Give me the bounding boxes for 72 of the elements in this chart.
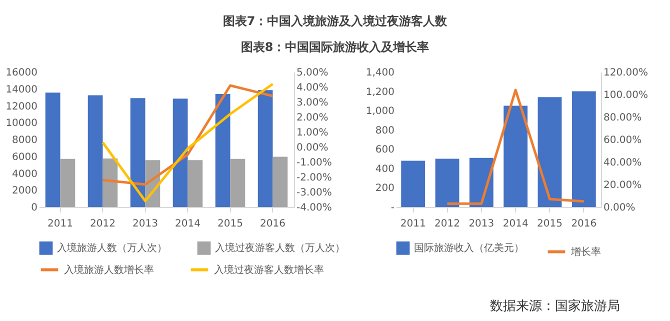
y-tick-label: 2000 — [12, 186, 38, 197]
y2-tick-label: 3.00% — [296, 98, 328, 108]
bar — [60, 158, 76, 207]
legend-label: 入境过夜游客人数（万人次） — [215, 242, 345, 254]
legend-label: 入境旅游人数增长率 — [64, 264, 154, 276]
y2-tick-label: 0.00% — [296, 142, 328, 154]
bar — [258, 90, 273, 207]
x-tick-label: 2012 — [434, 218, 460, 230]
y2-tick-label: 5.00% — [296, 68, 328, 78]
bar — [215, 94, 230, 207]
x-tick-label: 2013 — [132, 218, 158, 230]
y-tick-label: 800 — [375, 125, 394, 136]
source-note: 数据来源：国家旅游局 — [490, 298, 620, 315]
chart-title: 图表8：中国国际旅游收入及增长率 — [240, 39, 430, 56]
y-tick-label: 1,000 — [366, 106, 394, 118]
x-tick-label: 2015 — [218, 218, 243, 230]
y-tick-label: 10000 — [6, 118, 38, 130]
text: 图表7：中国入境旅游及入境过夜游客人数 — [222, 13, 448, 30]
bar — [102, 158, 118, 207]
y-tick-label: 16000 — [6, 68, 38, 78]
bar — [504, 106, 528, 207]
y2-tick-label: -4.00% — [296, 202, 332, 214]
x-tick-label: 2011 — [48, 218, 73, 230]
x-tick-label: 2014 — [502, 218, 528, 230]
bar — [572, 91, 596, 207]
y2-tick-label: 4.00% — [296, 82, 328, 94]
y-tick-label: 8000 — [12, 135, 38, 146]
y2-tick-label: 40.00% — [604, 158, 642, 168]
y2-tick-label: -1.00% — [296, 158, 332, 168]
legend-label: 入境旅游人数（万人次） — [57, 242, 167, 254]
y2-tick-label: 120.00% — [604, 68, 648, 78]
y-tick-label: 600 — [375, 144, 394, 156]
x-tick-label: 2013 — [468, 218, 494, 230]
y-tick-label: 6000 — [12, 152, 38, 163]
bar — [45, 92, 60, 207]
x-tick-label: 2014 — [175, 218, 200, 230]
y-tick-label: - — [390, 202, 395, 214]
y2-tick-label: 0.00% — [604, 202, 636, 214]
x-tick-label: 2015 — [537, 218, 562, 230]
y2-tick-label: 2.00% — [296, 112, 328, 124]
y2-tick-label: 60.00% — [604, 135, 642, 146]
y-tick-label: 200 — [375, 183, 394, 194]
x-tick-label: 2012 — [90, 218, 116, 230]
y2-tick-label: 80.00% — [604, 112, 642, 124]
bar — [172, 98, 188, 207]
x-tick-label: 2016 — [260, 218, 286, 230]
line-series — [446, 88, 586, 205]
x-tick-label: 2011 — [400, 218, 426, 230]
bar — [538, 97, 562, 207]
y-tick-label: 400 — [375, 164, 394, 175]
legend-label: 国际旅游收入（亿美元） — [414, 242, 524, 254]
bar — [88, 95, 103, 207]
y2-tick-label: 100.00% — [604, 90, 648, 101]
y2-tick-label: -3.00% — [296, 188, 332, 198]
legend-label: 入境过夜游客人数增长率 — [214, 264, 324, 276]
y2-tick-label: -2.00% — [296, 172, 332, 184]
bar — [188, 160, 203, 207]
bar — [401, 160, 426, 207]
x-tick-label: 2016 — [571, 218, 597, 230]
y-tick-label: 14000 — [6, 84, 38, 96]
bar — [435, 158, 460, 207]
y2-tick-label: 20.00% — [604, 180, 642, 191]
y-tick-label: 12000 — [6, 101, 38, 112]
legend-label: 增长率 — [570, 246, 601, 258]
bar — [130, 98, 146, 207]
y-tick-label: 0 — [31, 202, 38, 214]
y-tick-label: 4000 — [12, 168, 38, 180]
bar — [230, 158, 246, 207]
bar — [272, 156, 288, 207]
y2-tick-label: 1.00% — [296, 128, 328, 138]
y-tick-label: 1,200 — [366, 86, 394, 98]
y-tick-label: 1,400 — [366, 68, 394, 78]
